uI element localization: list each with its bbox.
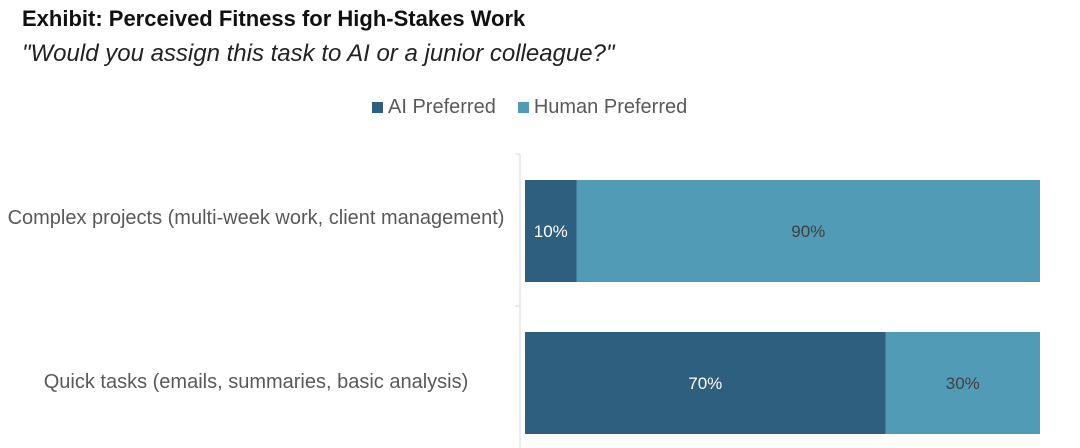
bar-quick-tasks-ai-preferred: [525, 332, 886, 434]
bar-quick-tasks-human-preferred: [885, 332, 1040, 434]
legend-label-human-preferred: Human Preferred: [533, 95, 688, 118]
category-label-complex-projects: Complex projects (multi-week work, clien…: [7, 207, 505, 229]
data-label-complex-projects-human-preferred: 90%: [791, 222, 825, 241]
legend-swatch-human-preferred: [517, 101, 529, 113]
data-label-quick-tasks-human-preferred: 30%: [946, 374, 980, 393]
legend-label-ai-preferred: AI Preferred: [388, 95, 496, 118]
data-label-complex-projects-ai-preferred: 10%: [534, 222, 568, 241]
legend: AI Preferred Human Preferred: [372, 94, 709, 120]
data-label-quick-tasks-ai-preferred: 70%: [688, 374, 722, 393]
legend-swatch-ai-preferred: [372, 101, 383, 113]
bar-complex-projects-human-preferred: [576, 180, 1040, 282]
chart-subtitle: "Would you assign this task to AI or a j…: [22, 40, 615, 67]
chart-title: Exhibit: Perceived Fitness for High-Stak…: [22, 6, 526, 31]
category-label-quick-tasks: Quick tasks (emails, summaries, basic an…: [43, 371, 469, 393]
legend-item-ai-preferred: AI Preferred: [372, 96, 496, 119]
bar-complex-projects-ai-preferred: [525, 180, 577, 282]
legend-item-human-preferred: Human Preferred: [517, 95, 688, 119]
